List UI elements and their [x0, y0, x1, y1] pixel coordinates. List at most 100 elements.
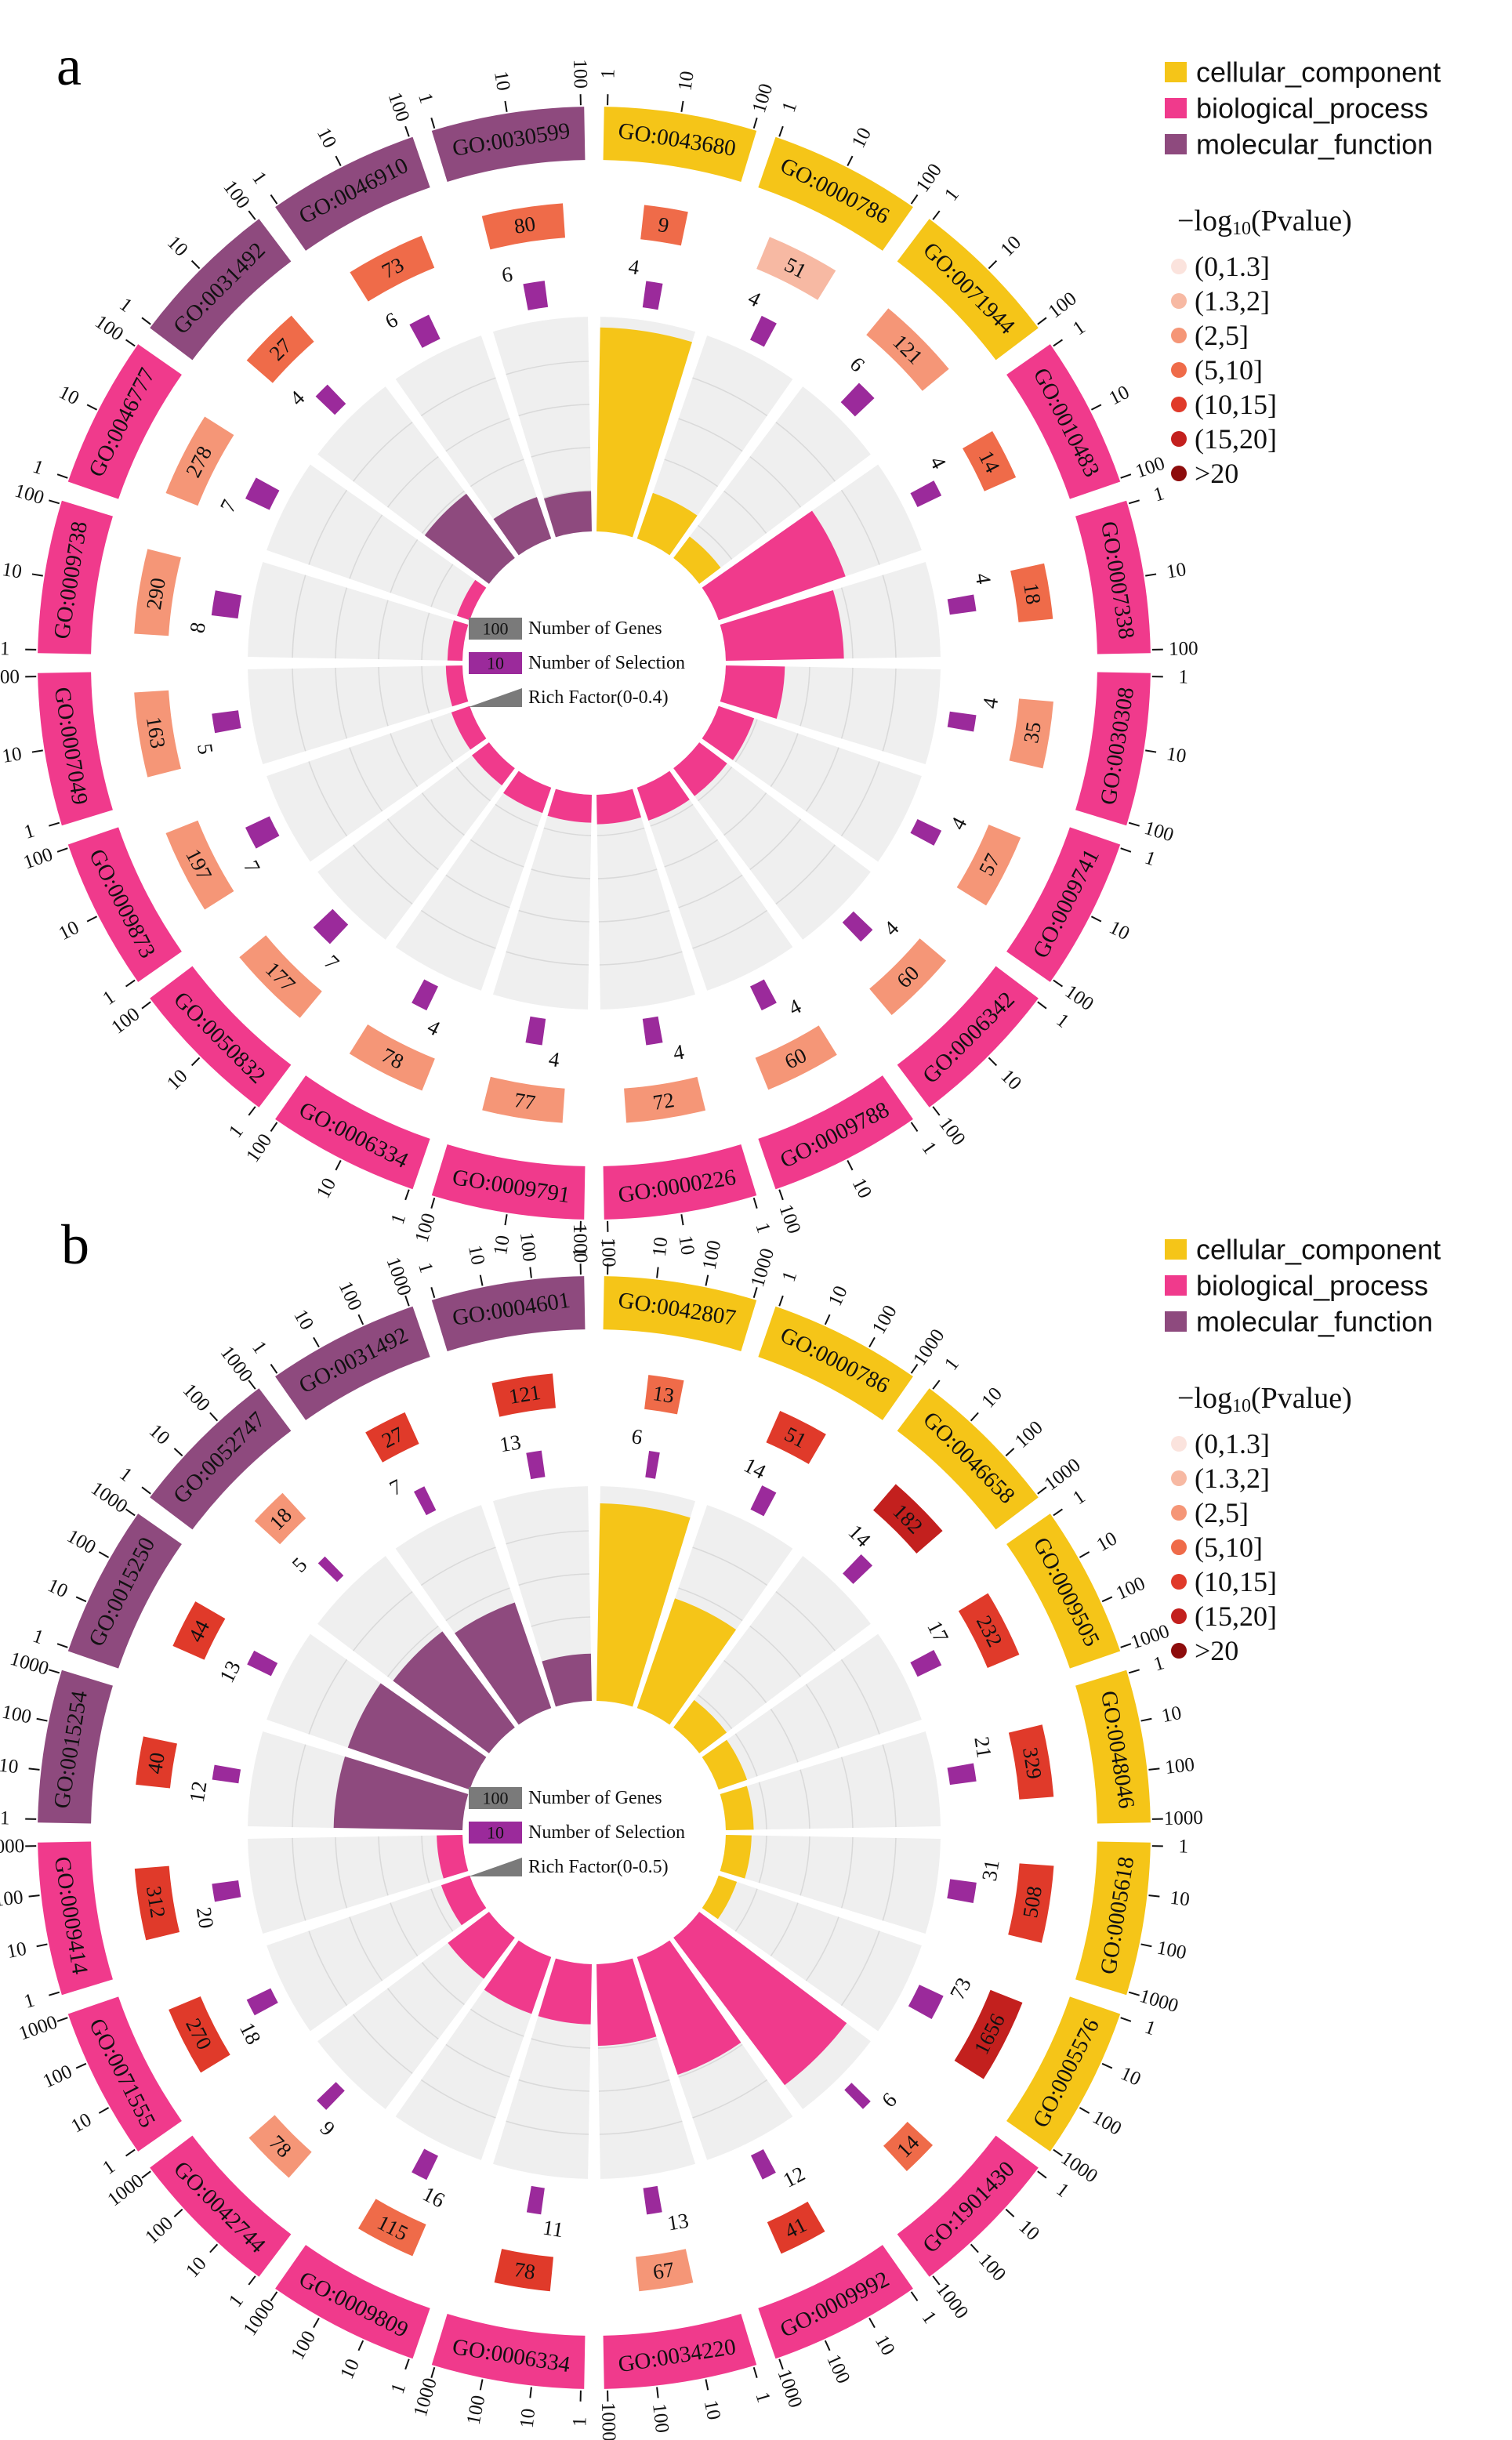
scale-tick — [910, 2291, 919, 2301]
rich-factor-bar — [673, 1912, 847, 2086]
scale-tick-label: 100 — [463, 2394, 490, 2427]
rich-factor-bar — [493, 497, 552, 556]
scale-tick-label: 1 — [778, 1268, 802, 1285]
go-term-band — [1075, 1670, 1151, 1824]
scale-tick-label: 1000 — [8, 1648, 52, 1680]
scale-tick — [313, 2317, 320, 2329]
rich-track-bg — [267, 464, 487, 621]
scale-tick — [778, 1295, 784, 1307]
rich-track-bg — [702, 1875, 922, 2032]
scale-tick-label: 1 — [751, 1220, 774, 1236]
selection-value-label: 21 — [970, 1735, 996, 1759]
rich-gridline — [734, 1733, 758, 1777]
genes-bar — [766, 1410, 826, 1464]
scale-tick-label: 1000 — [16, 2011, 60, 2044]
genes-bar — [1010, 563, 1053, 622]
scale-tick-label: 10 — [163, 1065, 192, 1094]
selection-value-label: 13 — [665, 2209, 690, 2235]
selection-value-label: 73 — [945, 1974, 976, 2003]
scale-tick — [910, 194, 919, 205]
rich-gridline — [430, 1888, 454, 1932]
scale-tick — [1005, 2208, 1015, 2217]
scale-tick — [404, 1189, 410, 1201]
genes-value-label: 78 — [513, 2257, 537, 2284]
rich-track-bg — [493, 317, 592, 538]
scale-tick-label: 1 — [387, 2380, 411, 2397]
center-selection-box-text: 10 — [487, 654, 504, 673]
scale-tick-label: 1 — [0, 1807, 10, 1829]
rich-gridline — [749, 1625, 802, 1677]
rich-gridline — [308, 489, 348, 565]
scale-tick — [1120, 1643, 1132, 1648]
rich-gridline — [430, 564, 454, 607]
pvalue-legend-dot — [1171, 328, 1187, 343]
scale-tick-label: 100 — [0, 1887, 24, 1911]
scale-tick-label: 100 — [648, 2402, 673, 2434]
rich-gridline — [445, 874, 510, 908]
scale-tick — [988, 259, 998, 270]
scale-tick-label: 10 — [56, 382, 83, 409]
genes-bar — [1009, 698, 1053, 769]
pvalue-legend-dot — [1171, 1470, 1187, 1486]
scale-tick-label: 10 — [0, 1755, 20, 1778]
scale-tick — [504, 1214, 508, 1226]
scale-tick — [932, 1380, 941, 1390]
scale-tick — [1145, 749, 1157, 753]
pvalue-legend-dot — [1171, 293, 1187, 309]
scale-tick — [430, 118, 436, 129]
genes-bar — [248, 2115, 312, 2178]
rich-gridline — [470, 839, 524, 868]
scale-tick-label: 100 — [20, 844, 55, 874]
rich-gridline — [678, 2043, 743, 2078]
scale-tick — [404, 1295, 410, 1307]
pvalue-legend-label: (1.3,2] — [1195, 1463, 1270, 1494]
scale-tick — [1053, 339, 1063, 347]
rich-factor-bar — [720, 1786, 754, 1830]
selection-bar — [317, 2082, 345, 2110]
rich-factor-bar — [503, 770, 552, 814]
scale-tick-label: 100 — [141, 2213, 177, 2248]
scale-tick-label: 10 — [336, 2356, 364, 2383]
scale-tick-label: 1 — [387, 1211, 411, 1227]
rich-gridline — [734, 1888, 758, 1932]
rich-gridline — [531, 447, 591, 458]
scale-tick — [1037, 317, 1047, 325]
scale-tick-label: 1 — [1151, 1652, 1167, 1675]
scale-tick — [1128, 821, 1140, 827]
scale-tick — [970, 2243, 979, 2253]
selection-value-label: 9 — [316, 2116, 340, 2141]
rich-gridline — [506, 2120, 589, 2135]
scale-tick-label: 10 — [1165, 743, 1187, 767]
scale-tick-label: 100 — [287, 2327, 320, 2363]
scale-tick-label: 10 — [56, 917, 83, 944]
selection-bar — [750, 1485, 777, 1517]
scale-tick — [778, 2358, 784, 2370]
rich-factor-bar — [702, 705, 755, 760]
scale-tick-label: 100 — [1155, 1937, 1188, 1963]
rich-factor-bar — [673, 1699, 727, 1753]
scale-tick-label: 10 — [871, 2332, 899, 2359]
pvalue-legend-dot — [1171, 1608, 1187, 1624]
pvalue-legend-label: >20 — [1195, 1635, 1238, 1666]
scale-tick-label: 100 — [91, 311, 127, 346]
rich-track-bg — [673, 1556, 871, 1753]
scale-tick — [430, 2366, 436, 2378]
selection-value-label: 4 — [971, 571, 996, 586]
scale-tick-label: 1 — [0, 638, 10, 659]
scale-tick-label: 1 — [1069, 1486, 1090, 1509]
scale-tick — [31, 573, 43, 577]
genes-bar — [883, 2122, 934, 2172]
scale-tick — [248, 210, 256, 220]
rich-factor-bar — [702, 1875, 738, 1920]
genes-value-label: 67 — [651, 2257, 676, 2284]
genes-bar — [491, 1373, 556, 1417]
scale-tick — [868, 2317, 876, 2329]
scale-tick — [86, 404, 98, 411]
selection-bar — [526, 1450, 546, 1480]
go-term-band — [275, 1075, 430, 1190]
rich-gridline — [840, 1659, 880, 1735]
selection-bar — [910, 1649, 942, 1677]
rich-gridline — [390, 733, 419, 788]
selection-value-label: 6 — [500, 262, 514, 287]
genes-bar — [365, 1412, 419, 1463]
